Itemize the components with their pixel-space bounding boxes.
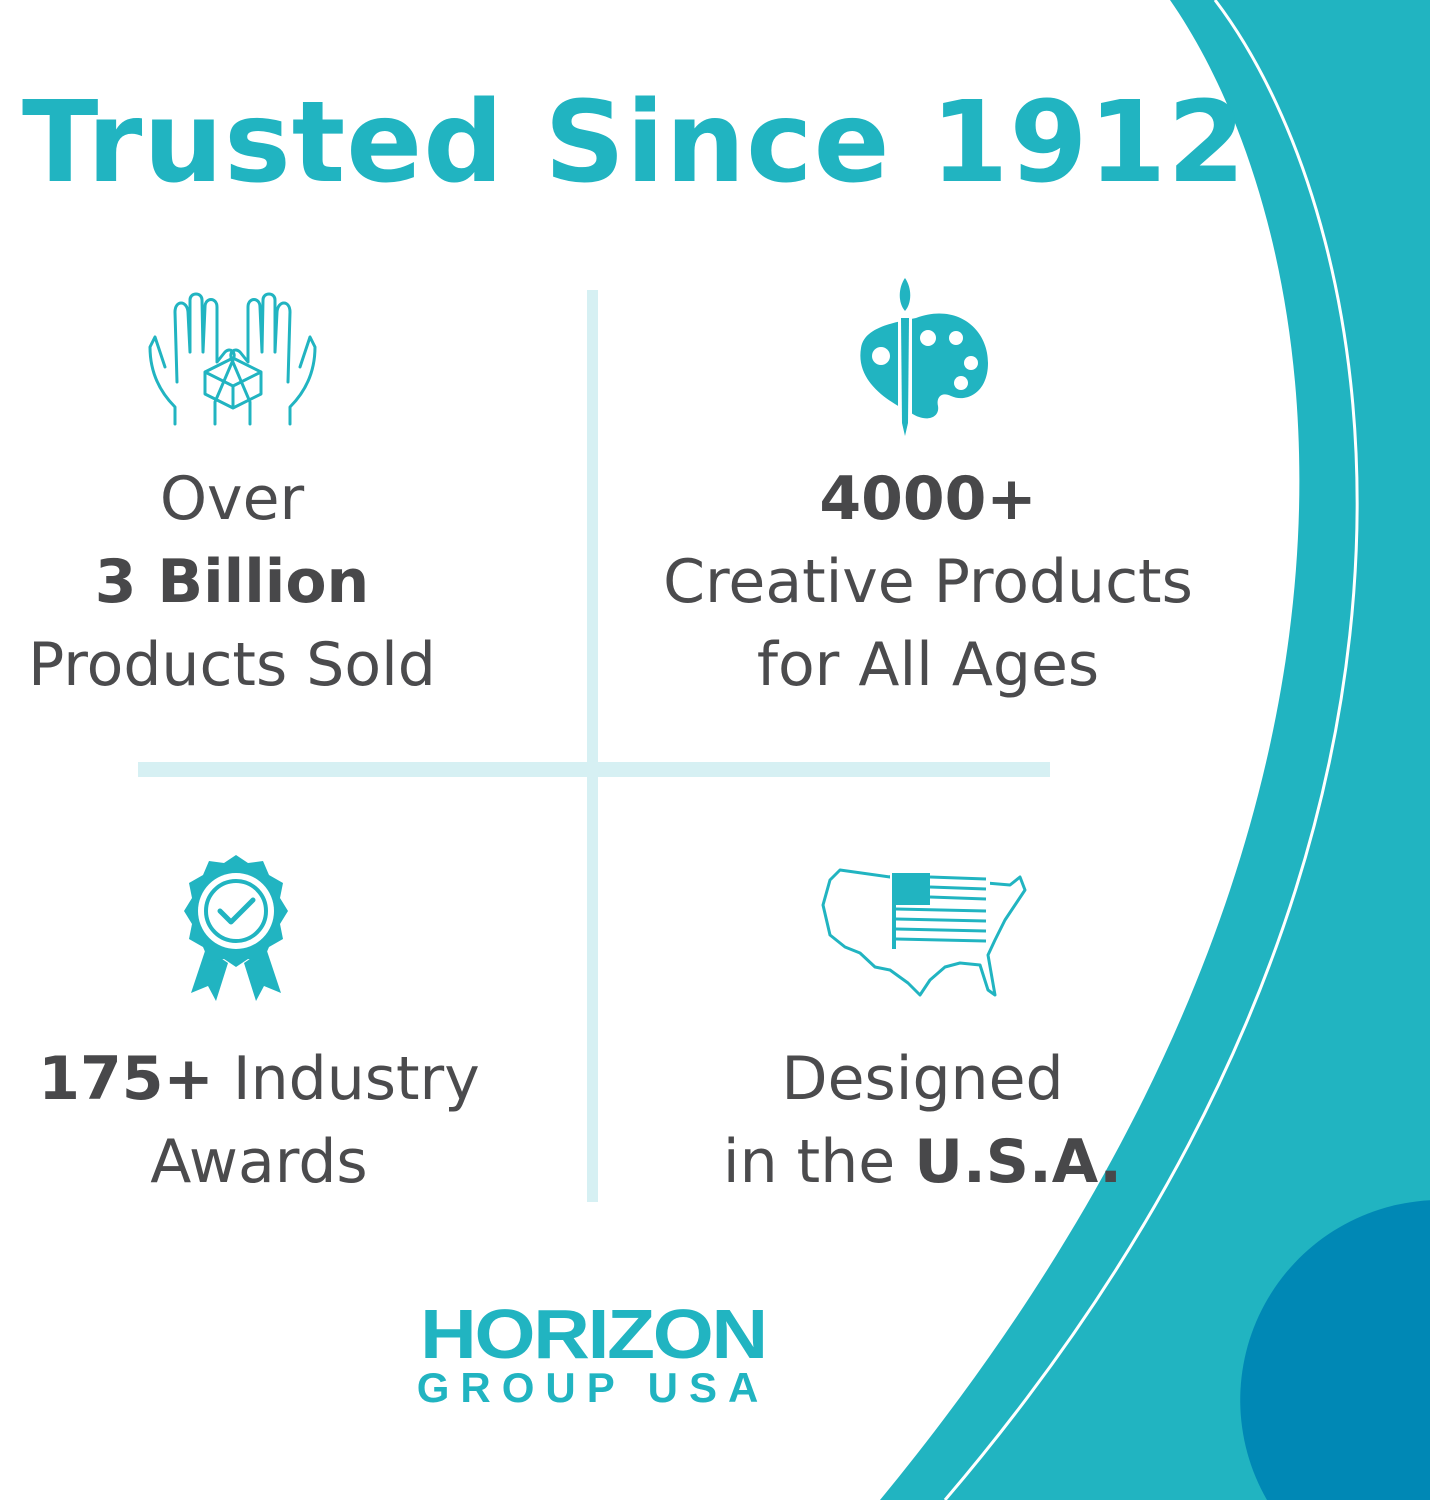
- award-ribbon-icon: [184, 855, 288, 1001]
- stat-designed-usa: Designed in the U.S.A.: [600, 1038, 1245, 1204]
- stat-text: in the: [722, 1127, 915, 1197]
- stat-text: Designed: [781, 1044, 1064, 1114]
- usa-map-flag-icon: [821, 868, 1027, 997]
- hands-holding-box-icon: [148, 292, 317, 426]
- stat-text: Over: [159, 464, 305, 534]
- stat-value: U.S.A.: [914, 1127, 1123, 1197]
- dark-blue-circle: [1240, 1200, 1430, 1500]
- stat-value: 3 Billion: [94, 547, 370, 617]
- stat-text: Products Sold: [28, 630, 436, 700]
- horizon-group-usa-logo: HORIZON GROUP USA: [398, 1299, 788, 1411]
- stat-text: Creative Products: [663, 547, 1193, 617]
- vertical-divider: [587, 290, 598, 1202]
- horizontal-divider: [138, 762, 1050, 777]
- teal-curve-shape: [880, 0, 1430, 1500]
- stat-industry-awards: 175+ Industry Awards: [0, 1038, 518, 1204]
- stat-value: 175+: [38, 1044, 214, 1114]
- logo-line-2: GROUP USA: [416, 1364, 770, 1411]
- paint-palette-icon: [860, 278, 988, 438]
- logo-line-1: HORIZON: [420, 1295, 768, 1373]
- stat-text: Industry: [213, 1044, 480, 1114]
- page-title: Trusted Since 1912: [22, 78, 1247, 208]
- stat-value: 4000+: [819, 464, 1037, 534]
- stat-creative-products: 4000+ Creative Products for All Ages: [598, 458, 1258, 707]
- stat-products-sold: Over 3 Billion Products Sold: [0, 458, 472, 707]
- stat-text: for All Ages: [756, 630, 1100, 700]
- stat-text: Awards: [150, 1127, 368, 1197]
- white-curve-line: [943, 0, 1359, 1500]
